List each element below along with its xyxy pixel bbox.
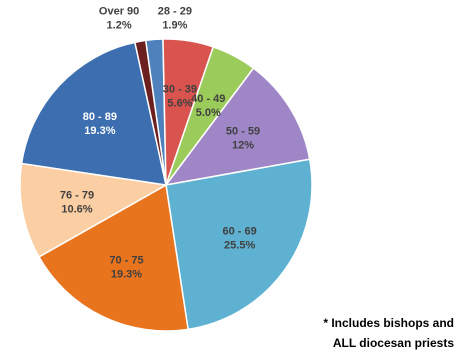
- slice-label-group: 60 - 69 25.5%: [223, 226, 257, 252]
- pie-slice-over90: [133, 39, 167, 186]
- footnote-line-2: ALL diocesan priests: [332, 336, 454, 350]
- slice-range-label: 76 - 79: [60, 190, 94, 202]
- pie-slice-80-89: [20, 41, 167, 186]
- slice-percent-label: 25.5%: [224, 240, 255, 252]
- footnote: * Includes bishops and ALL diocesan prie…: [304, 313, 454, 353]
- slice-range-label: 28 - 29: [158, 6, 192, 18]
- slice-label-group: Over 90 1.2%: [99, 6, 139, 32]
- slice-label-group: 50 - 59 12%: [226, 125, 260, 151]
- slice-range-label: Over 90: [99, 6, 139, 18]
- slice-label-group: 30 - 39 5.6%: [163, 84, 197, 110]
- slice-range-label: 70 - 75: [109, 254, 143, 266]
- labels-layer: 28 - 29 1.9% 30 - 39 5.6%40 - 49 5.0% 50 - 59…: [60, 6, 260, 281]
- pie-slice-50-59: [164, 67, 311, 187]
- footnote-line-1: * Includes bishops and: [323, 316, 454, 330]
- slices-layer: [19, 38, 313, 332]
- slice-percent-label: 10.6%: [61, 204, 92, 216]
- pie-slice-76-79: [19, 162, 169, 258]
- slice-label-group: 70 - 75 19.3%: [109, 254, 143, 280]
- slice-range-label: 30 - 39: [163, 84, 197, 96]
- pie-slice-70-75: [37, 183, 189, 332]
- slice-range-label: 40 - 49: [191, 93, 225, 105]
- slice-label-group: 40 - 49 5.0%: [191, 93, 225, 119]
- slice-range-label: 50 - 59: [226, 125, 260, 137]
- slice-range-label: 60 - 69: [223, 226, 257, 238]
- slice-percent-label: 12%: [232, 139, 254, 151]
- slice-percent-label: 5.0%: [196, 107, 221, 119]
- slice-label-group: 80 - 89 19.3%: [83, 111, 117, 137]
- slice-label-group: 76 - 79 10.6%: [60, 190, 94, 216]
- slice-percent-label: 5.6%: [167, 98, 192, 110]
- slice-percent-label: 19.3%: [111, 268, 142, 280]
- pie-slice-60-69: [165, 158, 313, 331]
- slice-label-group: 28 - 29 1.9%: [158, 6, 192, 32]
- slice-percent-label: 19.3%: [84, 125, 115, 137]
- slice-percent-label: 1.9%: [162, 20, 187, 32]
- slice-percent-label: 1.2%: [107, 20, 132, 32]
- slice-range-label: 80 - 89: [83, 111, 117, 123]
